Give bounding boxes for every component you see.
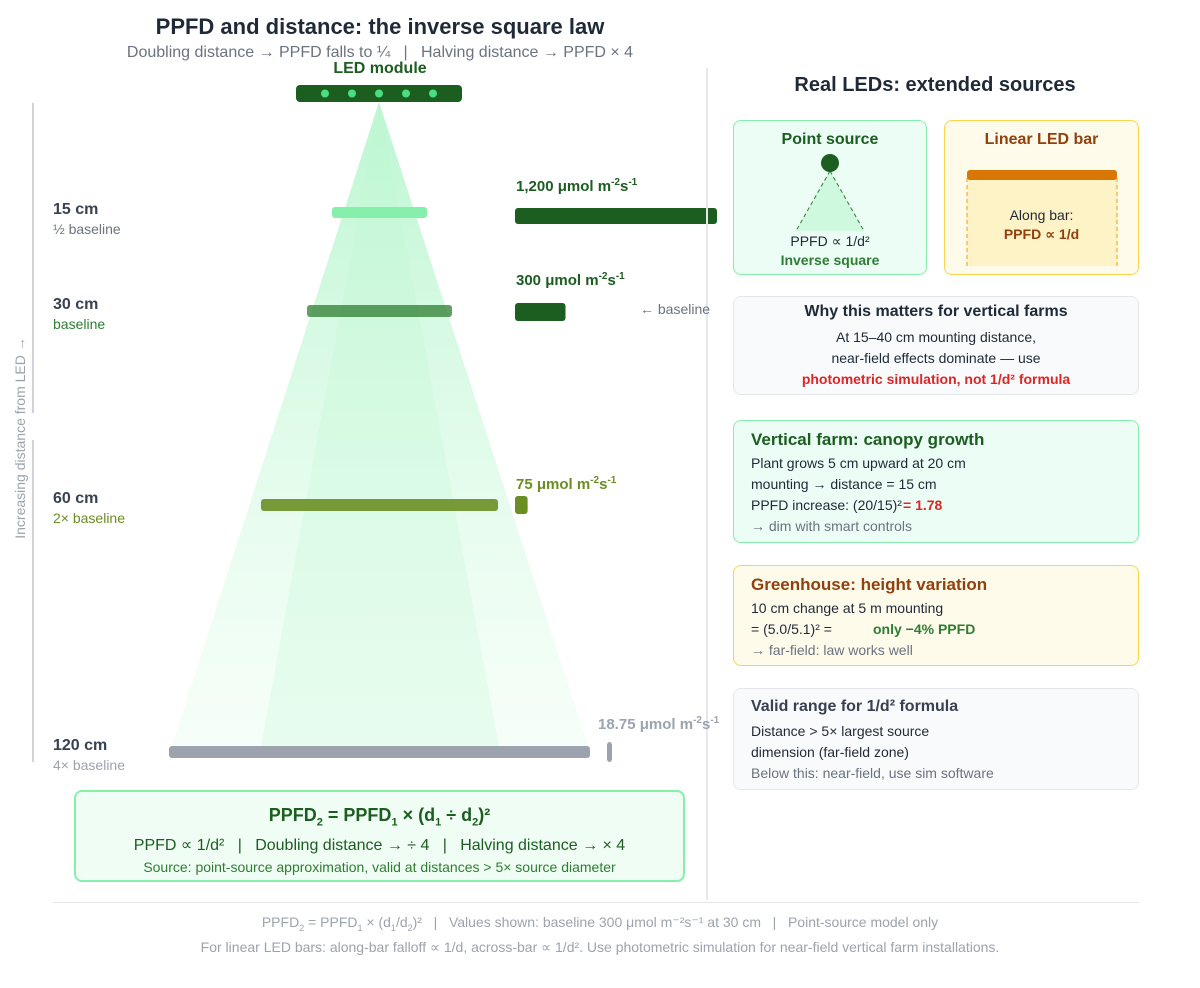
axis-label: Increasing distance from LED → (12, 337, 28, 539)
led-dot (429, 89, 437, 98)
why-title: Why this matters for vertical farms (804, 303, 1068, 320)
right-panel-title: Real LEDs: extended sources (794, 74, 1076, 96)
led-module-label: LED module (333, 60, 427, 77)
footer-line1: PPFD2 = PPFD1 × (d1/d2)² | Values shown:… (261, 914, 939, 933)
point-source-illustration (795, 154, 865, 232)
vertical-farm-title: Vertical farm: canopy growth (751, 430, 985, 449)
point-source-law: PPFD ∝ 1/d² (790, 233, 870, 249)
greenhouse-result: only −4% PPFD (873, 621, 976, 637)
why-line1: At 15–40 cm mounting distance, (835, 329, 1036, 345)
light-cone (170, 102, 590, 752)
baseline-marker: ← baseline (640, 301, 711, 317)
ppfd-value-120: 18.75 μmol m-2s-1 (598, 715, 720, 733)
linear-bar-illustration (966, 170, 1118, 266)
distance-note-15: ½ baseline (53, 221, 121, 237)
ppfd-value-15: 1,200 μmol m-2s-1 (516, 177, 638, 195)
formula-source: Source: point-source approximation, vali… (143, 859, 616, 875)
vertical-farm-result: = 1.78 (903, 497, 943, 513)
valid-range-line1: Distance > 5× largest source (751, 723, 930, 739)
formula-summary: PPFD ∝ 1/d² | Doubling distance → ÷ 4 | … (133, 837, 626, 854)
point-source-card: Point source PPFD ∝ 1/d² Inverse square (733, 120, 927, 275)
why-line2: near-field effects dominate — use (831, 350, 1041, 366)
led-dot (321, 89, 329, 98)
spread-bar-120cm (169, 746, 590, 758)
spread-bar-15cm (332, 207, 427, 218)
distance-label-30: 30 cm (53, 296, 99, 313)
ppfd-bar (515, 496, 528, 514)
valid-range-title: Valid range for 1/d² formula (751, 698, 959, 715)
ppfd-bar (607, 742, 612, 762)
linear-bar-line2: PPFD ∝ 1/d (1003, 226, 1080, 242)
formula-box: PPFD2 = PPFD1 × (d1 ÷ d2)² PPFD ∝ 1/d² |… (74, 790, 685, 882)
greenhouse-line2: = (5.0/5.1)² = (751, 621, 832, 637)
distance-label-15: 15 cm (53, 201, 99, 218)
linear-bar-line1: Along bar: (1009, 207, 1074, 223)
ppfd-bar (515, 208, 717, 224)
led-dot (375, 89, 383, 98)
why-card: Why this matters for vertical farms At 1… (733, 296, 1139, 395)
linear-bar-card: Linear LED bar Along bar: PPFD ∝ 1/d (944, 120, 1139, 275)
greenhouse-line3: → far-field: law works well (751, 642, 913, 658)
footer-line2: For linear LED bars: along-bar falloff ∝… (200, 939, 1000, 955)
ppfd-value-120-clip: 18.75 μmol m-2s-1 (598, 715, 732, 741)
inverse-square-diagram (32, 68, 717, 900)
page-title: PPFD and distance: the inverse square la… (155, 14, 605, 39)
vertical-farm-line1: Plant grows 5 cm upward at 20 cm (751, 455, 966, 471)
ppfd-value-60: 75 μmol m-2s-1 (516, 475, 617, 493)
distance-note-60: 2× baseline (53, 510, 126, 526)
ppfd-bar (515, 303, 566, 321)
light-cone-inner (260, 102, 500, 752)
spread-bar-30cm (307, 305, 452, 317)
valid-range-line3: Below this: near-field, use sim software (751, 765, 994, 781)
distance-note-30: baseline (53, 316, 106, 332)
led-dot (348, 89, 356, 98)
page-subtitle: Doubling distance → PPFD falls to ¼ | Ha… (126, 44, 634, 61)
point-source-dot (821, 154, 839, 172)
vertical-farm-line3: PPFD increase: (20/15)² (751, 497, 902, 513)
point-source-caption: Inverse square (780, 252, 880, 268)
formula-main: PPFD2 = PPFD1 × (d1 ÷ d2)² (268, 805, 491, 829)
valid-range-line2: dimension (far-field zone) (751, 744, 909, 760)
greenhouse-title: Greenhouse: height variation (751, 575, 988, 594)
distance-note-120: 4× baseline (53, 757, 126, 773)
vertical-farm-line2: mounting → distance = 15 cm (751, 476, 937, 492)
distance-label-60: 60 cm (53, 490, 99, 507)
footer-divider (53, 902, 1139, 903)
greenhouse-card: Greenhouse: height variation 10 cm chang… (733, 565, 1139, 666)
vertical-farm-line4: → dim with smart controls (751, 518, 913, 534)
point-source-title: Point source (781, 131, 879, 148)
vertical-farm-card: Vertical farm: canopy growth Plant grows… (733, 420, 1139, 543)
valid-range-card: Valid range for 1/d² formula Distance > … (733, 688, 1139, 790)
greenhouse-line1: 10 cm change at 5 m mounting (751, 600, 944, 616)
distance-label-120: 120 cm (53, 737, 108, 754)
linear-bar-title: Linear LED bar (984, 131, 1099, 148)
ppfd-value-30: 300 μmol m-2s-1 (516, 271, 625, 289)
spread-bar-60cm (261, 499, 498, 511)
why-line3: photometric simulation, not 1/d² formula (801, 371, 1071, 387)
linear-led-bar (967, 170, 1117, 180)
led-dot (402, 89, 410, 98)
